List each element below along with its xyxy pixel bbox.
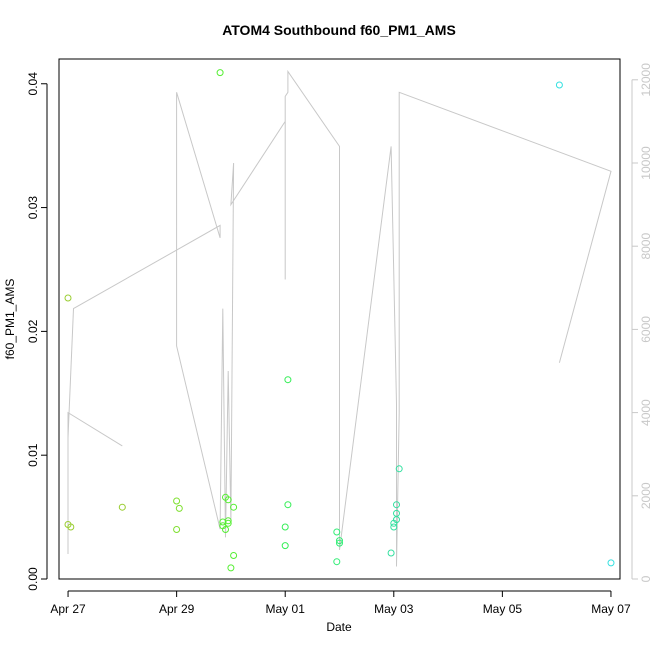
x-tick-label: May 01	[266, 602, 306, 616]
data-point	[64, 294, 72, 302]
plot-frame	[58, 58, 621, 580]
data-point	[230, 552, 238, 559]
y2-tick-label: 4000	[639, 399, 650, 426]
data-point	[555, 81, 563, 89]
data-point	[333, 558, 341, 566]
y-axis-label: f60_PM1_AMS	[3, 279, 17, 360]
data-point	[224, 496, 232, 504]
data-point	[67, 523, 75, 531]
data-point	[395, 465, 403, 473]
y2-tick-label: 10000	[639, 146, 650, 180]
chart-title: ATOM4 Southbound f60_PM1_AMS	[222, 22, 456, 38]
y-tick-label: 0.01	[26, 443, 40, 467]
x-tick-label: May 03	[374, 602, 414, 616]
y2-tick-label: 0	[639, 575, 650, 582]
data-point	[216, 69, 224, 77]
x-tick-label: Apr 29	[159, 602, 195, 616]
data-point	[224, 517, 232, 525]
data-point	[175, 504, 183, 512]
data-point	[281, 542, 289, 550]
gray-line-series	[67, 69, 612, 567]
data-point	[284, 501, 292, 509]
x-tick-label: May 07	[591, 602, 631, 616]
data-point	[284, 376, 292, 384]
y2-tick-label: 6000	[639, 316, 650, 343]
y-tick-label: 0.00	[26, 567, 40, 591]
y2-tick-label: 12000	[639, 63, 650, 97]
x-tick-label: May 05	[483, 602, 523, 616]
data-point	[227, 564, 235, 572]
data-point	[336, 537, 343, 545]
series-line	[67, 69, 612, 567]
data-point	[224, 519, 232, 527]
data-point	[393, 501, 400, 509]
y2-tick-label: 8000	[639, 233, 650, 260]
y-tick-label: 0.04	[26, 72, 40, 96]
x-tick-label: Apr 27	[50, 602, 86, 616]
data-point	[173, 526, 181, 533]
data-point	[333, 528, 341, 536]
data-point	[281, 523, 289, 531]
y2-tick-label: 2000	[639, 482, 650, 509]
data-point	[390, 523, 398, 531]
y-tick-label: 0.03	[26, 196, 40, 220]
data-point	[222, 526, 229, 533]
data-point	[230, 503, 238, 511]
data-point	[173, 497, 181, 505]
point-series	[64, 69, 615, 572]
data-point	[393, 516, 400, 524]
y-axis: 0.00 0.01 0.02 0.03 0.04	[26, 72, 48, 591]
data-point	[387, 549, 395, 557]
y-tick-label: 0.02	[26, 319, 40, 343]
x-axis: Apr 27 Apr 29 May 01 May 03 May 05 May 07	[50, 590, 631, 616]
data-point	[607, 559, 615, 567]
data-point	[336, 539, 343, 547]
x-axis-label: Date	[326, 620, 352, 634]
data-point	[118, 503, 126, 511]
y2-axis: 0 2000 4000 6000 8000 10000 12000	[631, 63, 650, 582]
